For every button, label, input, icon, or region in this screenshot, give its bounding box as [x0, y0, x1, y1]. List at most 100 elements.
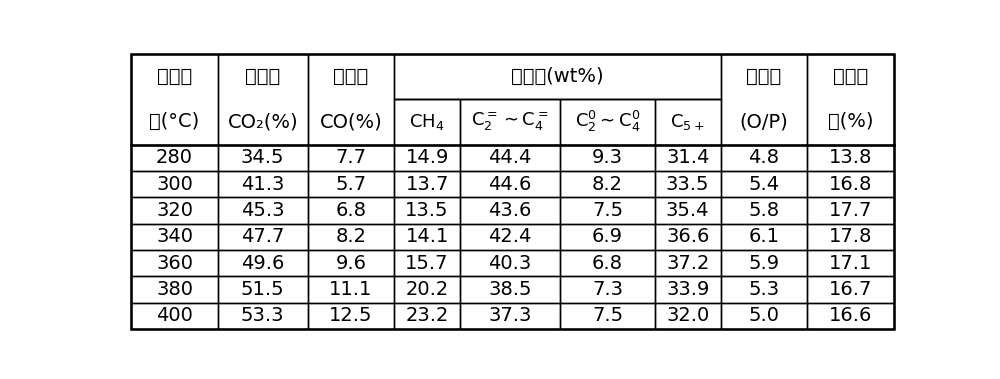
Text: 5.7: 5.7 — [335, 175, 366, 194]
Bar — [721, 171, 807, 197]
Bar — [807, 197, 894, 224]
Bar — [460, 197, 560, 224]
Text: 5.3: 5.3 — [748, 280, 779, 299]
Bar — [560, 99, 655, 144]
Text: 53.3: 53.3 — [241, 307, 284, 326]
Bar — [807, 276, 894, 303]
Text: 7.5: 7.5 — [592, 201, 623, 220]
Bar — [721, 303, 807, 329]
Bar — [131, 197, 218, 224]
Text: 8.2: 8.2 — [592, 175, 623, 194]
Text: 5.8: 5.8 — [748, 201, 779, 220]
Bar — [560, 197, 655, 224]
Bar — [308, 144, 394, 171]
Text: 400: 400 — [156, 307, 193, 326]
Text: 7.5: 7.5 — [592, 307, 623, 326]
Bar — [460, 276, 560, 303]
Bar — [460, 99, 560, 144]
Bar — [218, 197, 308, 224]
Text: 烯烷比: 烯烷比 — [746, 67, 782, 86]
Bar — [394, 303, 460, 329]
Bar — [655, 171, 721, 197]
Text: 8.2: 8.2 — [335, 227, 366, 246]
Text: (O/P): (O/P) — [740, 112, 788, 132]
Bar — [308, 54, 394, 144]
Bar — [807, 171, 894, 197]
Text: 13.5: 13.5 — [405, 201, 449, 220]
Bar — [308, 303, 394, 329]
Text: 44.4: 44.4 — [488, 148, 532, 167]
Bar — [460, 171, 560, 197]
Bar — [218, 303, 308, 329]
Text: 38.5: 38.5 — [488, 280, 532, 299]
Text: 烯烃收: 烯烃收 — [833, 67, 868, 86]
Text: 340: 340 — [156, 227, 193, 246]
Text: 13.7: 13.7 — [405, 175, 449, 194]
Text: 45.3: 45.3 — [241, 201, 284, 220]
Text: 5.0: 5.0 — [748, 307, 779, 326]
Bar — [131, 250, 218, 276]
Text: 度(°C): 度(°C) — [149, 112, 200, 132]
Bar — [460, 250, 560, 276]
Bar — [218, 276, 308, 303]
Text: 20.2: 20.2 — [405, 280, 449, 299]
Bar — [655, 197, 721, 224]
Bar — [131, 144, 218, 171]
Text: C$_{5+}$: C$_{5+}$ — [670, 112, 705, 132]
Bar — [308, 197, 394, 224]
Text: 6.8: 6.8 — [335, 201, 366, 220]
Bar — [394, 224, 460, 250]
Text: 12.5: 12.5 — [329, 307, 373, 326]
Text: CO₂(%): CO₂(%) — [227, 112, 298, 132]
Text: 16.8: 16.8 — [829, 175, 872, 194]
Bar — [218, 171, 308, 197]
Text: C$_2^{=}$$\sim$C$_4^{=}$: C$_2^{=}$$\sim$C$_4^{=}$ — [471, 111, 549, 133]
Bar — [807, 303, 894, 329]
Text: 烃分布(wt%): 烃分布(wt%) — [511, 67, 604, 86]
Text: CH$_4$: CH$_4$ — [409, 112, 445, 132]
Text: 9.3: 9.3 — [592, 148, 623, 167]
Text: 6.9: 6.9 — [592, 227, 623, 246]
Text: 17.1: 17.1 — [829, 254, 872, 273]
Bar — [131, 171, 218, 197]
Text: 43.6: 43.6 — [488, 201, 532, 220]
Text: 33.5: 33.5 — [666, 175, 709, 194]
Bar — [460, 224, 560, 250]
Text: 6.1: 6.1 — [748, 227, 779, 246]
Text: 4.8: 4.8 — [748, 148, 779, 167]
Bar — [131, 54, 218, 144]
Text: 15.7: 15.7 — [405, 254, 449, 273]
Text: 31.4: 31.4 — [666, 148, 709, 167]
Bar — [394, 54, 721, 99]
Text: 14.1: 14.1 — [405, 227, 449, 246]
Bar — [394, 171, 460, 197]
Text: 5.4: 5.4 — [748, 175, 779, 194]
Text: 37.3: 37.3 — [488, 307, 532, 326]
Bar — [655, 99, 721, 144]
Bar — [655, 144, 721, 171]
Text: 7.3: 7.3 — [592, 280, 623, 299]
Text: 5.9: 5.9 — [748, 254, 779, 273]
Bar — [655, 224, 721, 250]
Text: 14.9: 14.9 — [405, 148, 449, 167]
Text: 34.5: 34.5 — [241, 148, 284, 167]
Bar — [721, 144, 807, 171]
Text: 32.0: 32.0 — [666, 307, 709, 326]
Bar — [560, 303, 655, 329]
Bar — [218, 144, 308, 171]
Bar — [308, 276, 394, 303]
Text: 选择性: 选择性 — [333, 67, 369, 86]
Text: 40.3: 40.3 — [488, 254, 532, 273]
Text: 7.7: 7.7 — [335, 148, 366, 167]
Bar — [721, 197, 807, 224]
Text: 16.6: 16.6 — [829, 307, 872, 326]
Text: 17.7: 17.7 — [829, 201, 872, 220]
Text: 44.6: 44.6 — [488, 175, 532, 194]
Bar — [560, 171, 655, 197]
Text: 47.7: 47.7 — [241, 227, 284, 246]
Bar — [807, 144, 894, 171]
Bar — [655, 303, 721, 329]
Bar — [560, 250, 655, 276]
Text: 37.2: 37.2 — [666, 254, 709, 273]
Bar — [394, 276, 460, 303]
